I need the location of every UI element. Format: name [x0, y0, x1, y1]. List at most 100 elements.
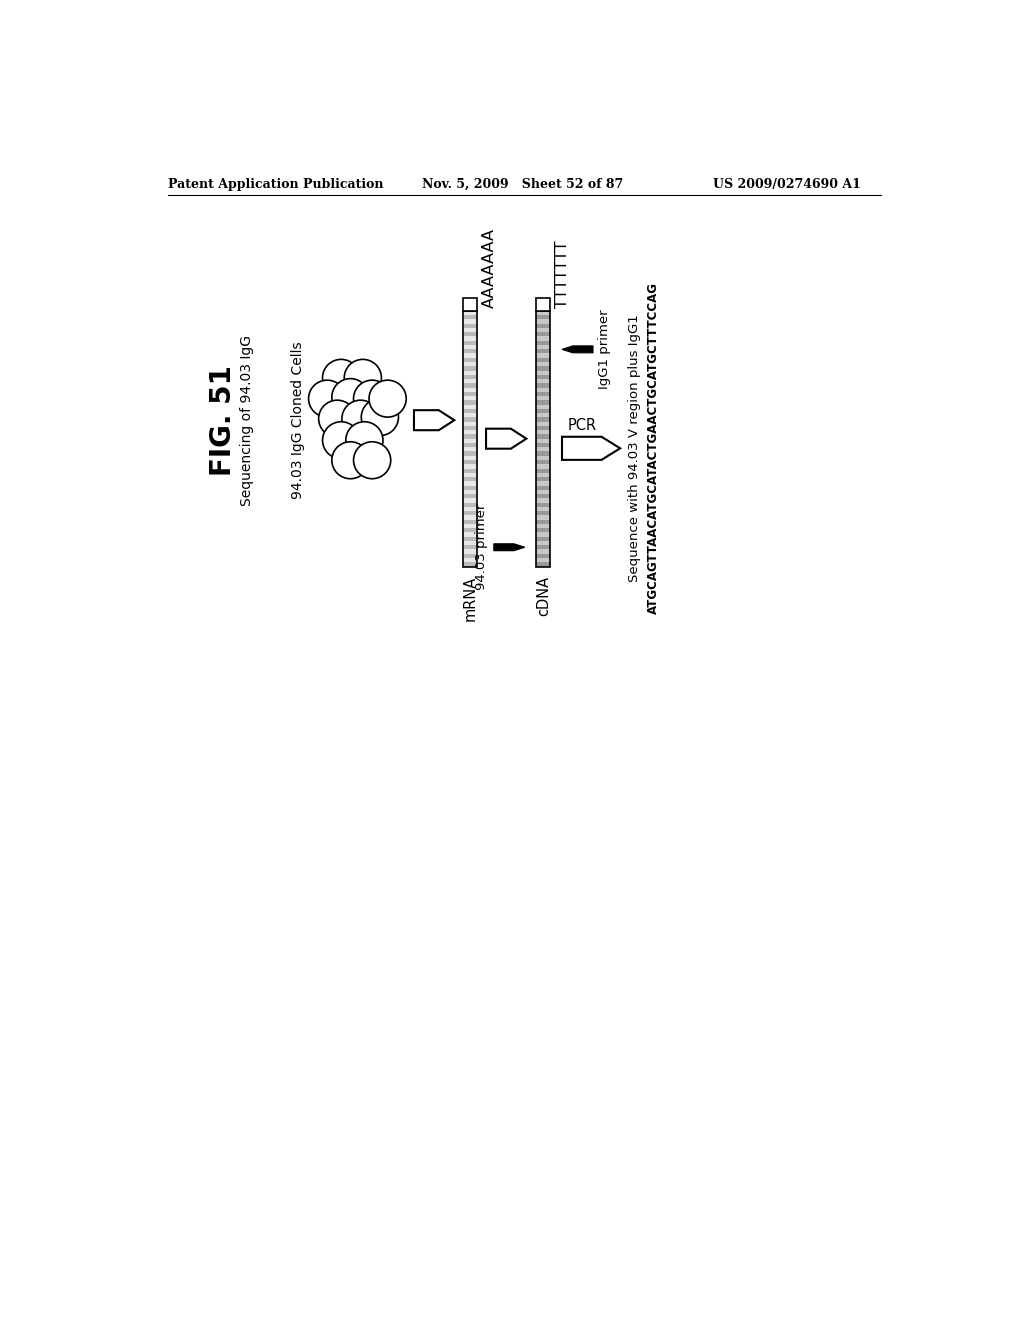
Bar — [537, 451, 550, 455]
Text: ATGCAGTTAACATGCATACTGAACTGCATGCTTTCCAG: ATGCAGTTAACATGCATACTGAACTGCATGCTTTCCAG — [647, 282, 660, 614]
Text: PCR: PCR — [567, 418, 596, 433]
Bar — [463, 447, 477, 451]
FancyArrow shape — [562, 346, 593, 352]
Bar — [537, 486, 550, 490]
Text: mRNA: mRNA — [462, 576, 477, 620]
Bar — [537, 562, 550, 566]
Bar — [463, 524, 477, 528]
Bar — [537, 499, 550, 503]
Bar — [463, 482, 477, 486]
Bar — [537, 541, 550, 545]
Circle shape — [332, 379, 369, 416]
Bar — [463, 312, 477, 315]
Bar — [537, 312, 550, 315]
Bar — [537, 383, 550, 388]
Bar — [537, 434, 550, 438]
Bar — [463, 366, 477, 371]
Bar — [537, 413, 550, 417]
Circle shape — [344, 359, 381, 396]
Bar — [537, 482, 550, 486]
Bar — [537, 477, 550, 482]
Bar — [537, 520, 550, 524]
Bar — [537, 524, 550, 528]
Bar — [537, 503, 550, 507]
Circle shape — [332, 442, 369, 479]
Bar — [537, 345, 550, 350]
Circle shape — [323, 359, 359, 396]
Bar — [537, 459, 550, 465]
Bar — [537, 400, 550, 405]
Bar — [537, 465, 550, 469]
Bar — [463, 362, 477, 366]
Bar — [463, 469, 477, 473]
Bar — [537, 354, 550, 358]
Bar — [537, 371, 550, 375]
Bar — [537, 438, 550, 444]
Bar — [537, 312, 550, 566]
Bar — [463, 298, 477, 312]
Bar — [537, 396, 550, 400]
Bar — [463, 553, 477, 558]
Bar — [463, 499, 477, 503]
Bar — [463, 490, 477, 494]
Bar — [463, 532, 477, 537]
Bar — [537, 366, 550, 371]
Bar — [463, 545, 477, 549]
Bar — [463, 507, 477, 511]
Bar — [537, 511, 550, 515]
Bar — [537, 315, 550, 319]
Bar — [463, 409, 477, 413]
Bar — [463, 337, 477, 341]
Bar — [537, 426, 550, 430]
Bar — [537, 537, 550, 541]
Bar — [463, 494, 477, 499]
Bar — [463, 388, 477, 392]
Bar — [537, 507, 550, 511]
Bar — [463, 354, 477, 358]
Bar — [463, 319, 477, 323]
Bar — [463, 444, 477, 447]
FancyArrow shape — [562, 437, 621, 459]
Bar — [463, 511, 477, 515]
Text: 94.03 IgG Cloned Cells: 94.03 IgG Cloned Cells — [291, 342, 305, 499]
Circle shape — [346, 422, 383, 459]
Circle shape — [353, 442, 391, 479]
Circle shape — [369, 380, 407, 417]
Bar — [463, 528, 477, 532]
Bar — [537, 333, 550, 337]
Bar — [463, 515, 477, 520]
Bar — [537, 319, 550, 323]
Text: Nov. 5, 2009   Sheet 52 of 87: Nov. 5, 2009 Sheet 52 of 87 — [423, 178, 624, 190]
FancyArrow shape — [414, 411, 455, 430]
Bar — [463, 473, 477, 477]
Bar — [537, 405, 550, 409]
Bar — [537, 528, 550, 532]
Bar — [537, 490, 550, 494]
Bar — [463, 426, 477, 430]
Bar — [463, 405, 477, 409]
Bar — [463, 520, 477, 524]
Bar — [463, 503, 477, 507]
Bar — [537, 417, 550, 421]
Bar — [463, 562, 477, 566]
Bar — [537, 447, 550, 451]
Circle shape — [361, 399, 398, 436]
Text: 94.03 primer: 94.03 primer — [475, 504, 488, 590]
Bar — [537, 455, 550, 459]
Bar — [537, 392, 550, 396]
Circle shape — [323, 422, 359, 459]
Bar — [537, 341, 550, 345]
Bar — [463, 455, 477, 459]
Bar — [463, 421, 477, 426]
Text: cDNA: cDNA — [536, 576, 551, 616]
Circle shape — [342, 400, 379, 437]
Bar — [537, 558, 550, 562]
Bar — [463, 312, 477, 566]
Bar — [463, 315, 477, 319]
Bar — [537, 350, 550, 354]
Bar — [463, 375, 477, 379]
Bar — [537, 358, 550, 362]
Bar — [537, 362, 550, 366]
Bar — [463, 549, 477, 553]
Bar — [537, 549, 550, 553]
